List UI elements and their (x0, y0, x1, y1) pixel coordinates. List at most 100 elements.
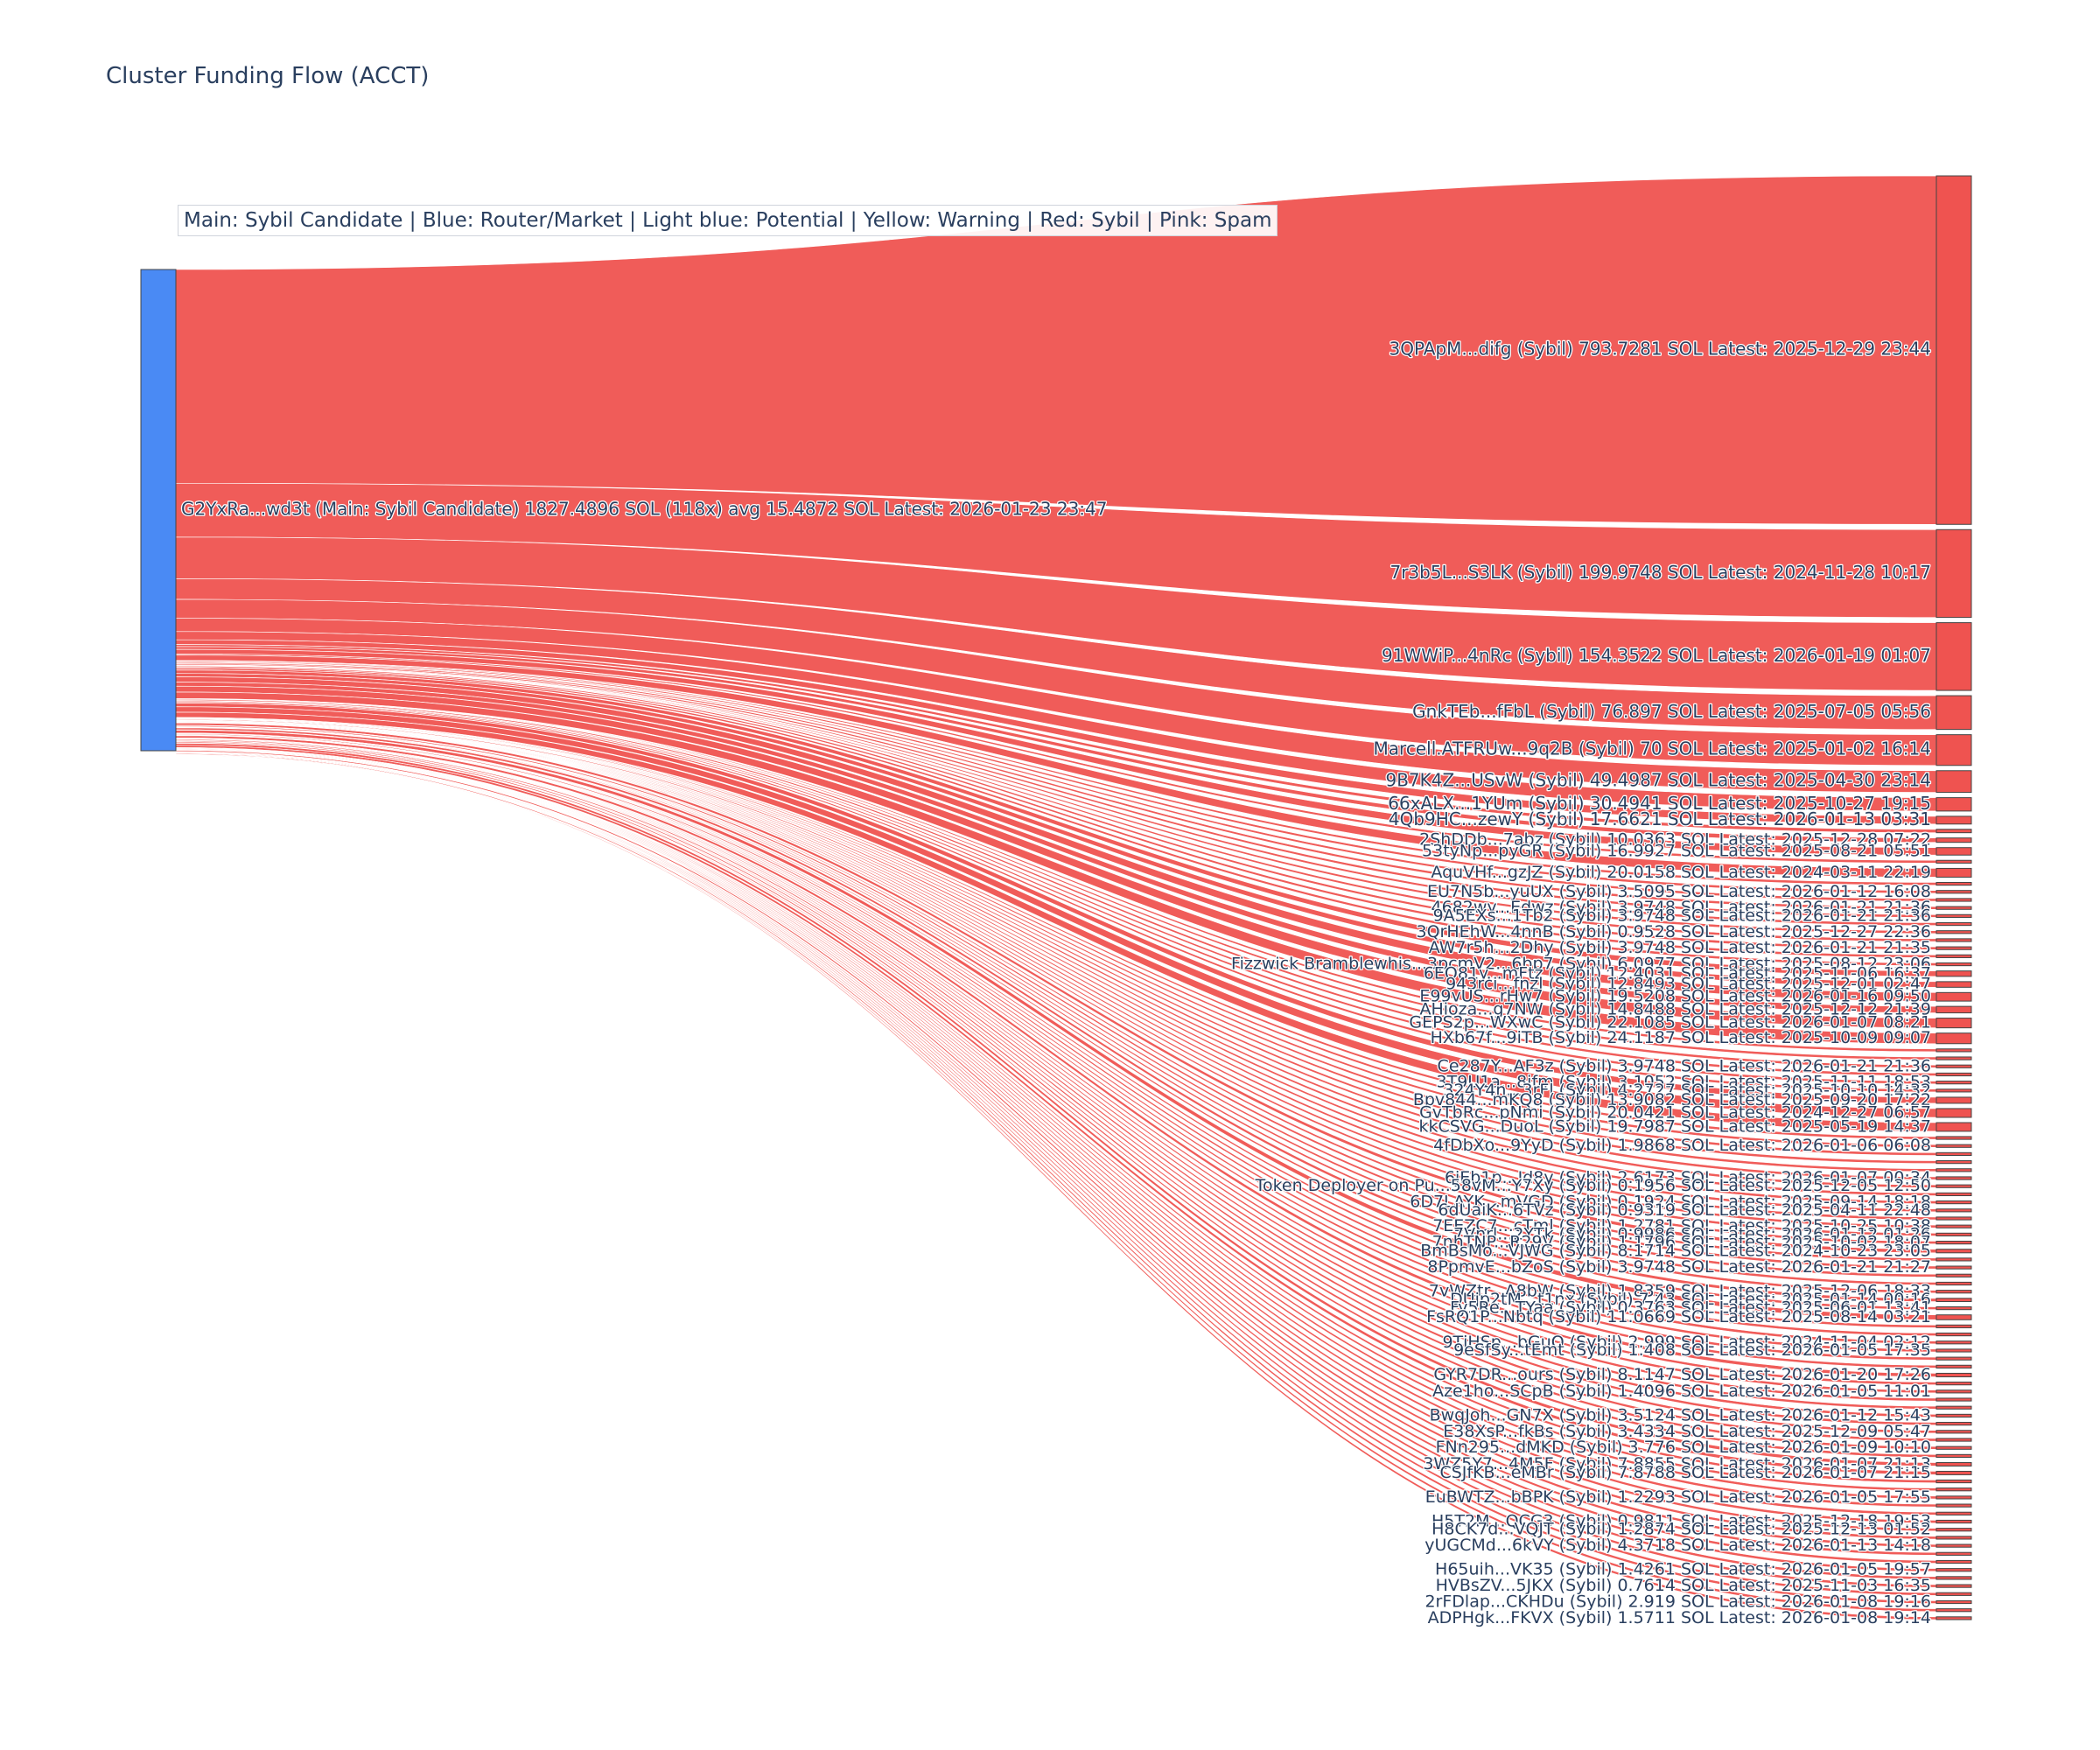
target-node[interactable] (1936, 1576, 1972, 1580)
target-node[interactable] (1936, 1144, 1972, 1148)
target-node[interactable] (1936, 1397, 1972, 1402)
target-node[interactable] (1936, 1216, 1972, 1221)
target-node[interactable] (1936, 847, 1972, 856)
target-node[interactable] (1936, 946, 1972, 950)
target-node[interactable] (1936, 1081, 1972, 1085)
target-node[interactable] (1936, 1453, 1972, 1459)
target-node[interactable] (1936, 1356, 1972, 1361)
target-node[interactable] (1936, 1152, 1972, 1157)
target-node[interactable] (1936, 906, 1972, 910)
target-node[interactable] (1936, 981, 1972, 988)
target-node[interactable] (1936, 1306, 1972, 1311)
target-node[interactable] (1936, 1438, 1972, 1442)
target-node[interactable] (1936, 1511, 1972, 1516)
target-node[interactable] (1936, 175, 1972, 525)
target-node[interactable] (1936, 1005, 1972, 1014)
source-node[interactable] (140, 269, 177, 752)
target-node[interactable] (1936, 1096, 1972, 1104)
target-node[interactable] (1936, 1551, 1972, 1556)
target-node[interactable] (1936, 1430, 1972, 1434)
target-node[interactable] (1936, 695, 1972, 731)
target-node[interactable] (1936, 1176, 1972, 1180)
target-node[interactable] (1936, 837, 1972, 844)
target-node[interactable] (1936, 528, 1972, 619)
target-node[interactable] (1936, 1382, 1972, 1386)
target-node[interactable] (1936, 1600, 1972, 1605)
target-node[interactable] (1936, 1064, 1972, 1068)
target-node[interactable] (1936, 1462, 1972, 1466)
target-node[interactable] (1936, 1528, 1972, 1532)
target-node[interactable] (1936, 1224, 1972, 1228)
target-node[interactable] (1936, 1200, 1972, 1205)
target-node[interactable] (1936, 734, 1972, 766)
target-node[interactable] (1936, 1072, 1972, 1077)
target-node[interactable] (1936, 1390, 1972, 1394)
target-node[interactable] (1936, 1536, 1972, 1540)
target-node[interactable] (1936, 1488, 1972, 1492)
flow-link[interactable] (175, 718, 1937, 1148)
target-node[interactable] (1936, 622, 1972, 691)
target-node[interactable] (1936, 1405, 1972, 1410)
target-node[interactable] (1936, 1592, 1972, 1596)
target-node[interactable] (1936, 1298, 1972, 1303)
target-node[interactable] (1936, 930, 1972, 934)
flow-link[interactable] (175, 741, 1937, 1442)
target-node[interactable] (1936, 1122, 1972, 1132)
target-node[interactable] (1936, 1032, 1972, 1045)
target-node[interactable] (1936, 1519, 1972, 1524)
target-node[interactable] (1936, 1208, 1972, 1213)
target-node[interactable] (1936, 770, 1972, 794)
target-node[interactable] (1936, 991, 1972, 1002)
target-node[interactable] (1936, 1332, 1972, 1337)
target-node[interactable] (1936, 970, 1972, 977)
target-node[interactable] (1936, 1257, 1972, 1262)
target-node[interactable] (1936, 797, 1972, 812)
target-node[interactable] (1936, 1265, 1972, 1270)
target-node[interactable] (1936, 1495, 1972, 1500)
target-node[interactable] (1936, 914, 1972, 918)
target-node[interactable] (1936, 881, 1972, 886)
target-node[interactable] (1936, 1422, 1972, 1426)
target-node[interactable] (1936, 1056, 1972, 1060)
target-node[interactable] (1936, 890, 1972, 894)
target-node[interactable] (1936, 1108, 1972, 1118)
target-node[interactable] (1936, 1446, 1972, 1450)
target-node[interactable] (1936, 1249, 1972, 1254)
target-node[interactable] (1936, 1616, 1972, 1620)
target-node[interactable] (1936, 1281, 1972, 1286)
target-node[interactable] (1936, 1273, 1972, 1278)
target-node[interactable] (1936, 1232, 1972, 1237)
target-node[interactable] (1936, 1192, 1972, 1197)
target-node[interactable] (1936, 1088, 1972, 1093)
target-node[interactable] (1936, 1184, 1972, 1188)
target-node[interactable] (1936, 1413, 1972, 1418)
target-node[interactable] (1936, 1544, 1972, 1548)
target-node[interactable] (1936, 1568, 1972, 1572)
target-node[interactable] (1936, 859, 1972, 864)
flow-link[interactable] (175, 536, 1937, 691)
target-node[interactable] (1936, 1048, 1972, 1053)
target-node[interactable] (1936, 1372, 1972, 1378)
target-node[interactable] (1936, 1324, 1972, 1328)
target-node[interactable] (1936, 962, 1972, 967)
target-node[interactable] (1936, 1559, 1972, 1564)
target-node[interactable] (1936, 829, 1972, 834)
target-node[interactable] (1936, 1136, 1972, 1140)
target-node[interactable] (1936, 1608, 1972, 1613)
target-node[interactable] (1936, 898, 1972, 902)
target-node[interactable] (1936, 1241, 1972, 1245)
target-node[interactable] (1936, 1160, 1972, 1165)
target-node[interactable] (1936, 816, 1972, 825)
target-node[interactable] (1936, 1018, 1972, 1029)
target-node[interactable] (1936, 1348, 1972, 1353)
target-node[interactable] (1936, 1364, 1972, 1368)
target-node[interactable] (1936, 1168, 1972, 1172)
target-node[interactable] (1936, 1584, 1972, 1588)
target-node[interactable] (1936, 1290, 1972, 1294)
target-node[interactable] (1936, 1503, 1972, 1508)
target-node[interactable] (1936, 938, 1972, 942)
target-node[interactable] (1936, 1470, 1972, 1475)
target-node[interactable] (1936, 921, 1972, 927)
target-node[interactable] (1936, 867, 1972, 878)
target-node[interactable] (1936, 1479, 1972, 1484)
